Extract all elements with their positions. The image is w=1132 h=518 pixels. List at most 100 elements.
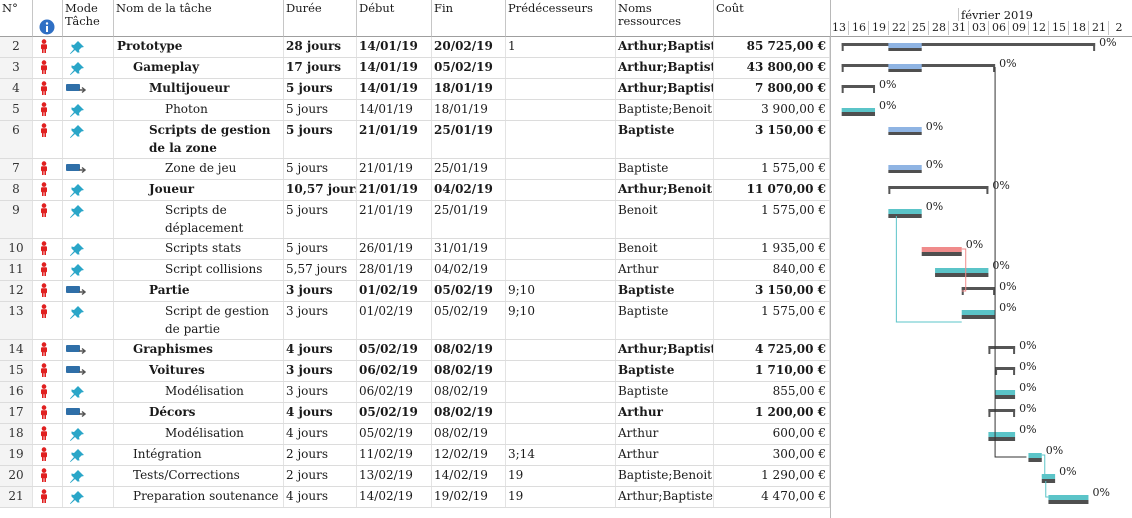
task-name[interactable]: Zone de jeu: [114, 159, 284, 179]
table-row[interactable]: 12 Partie 3 jours 01/02/19 05/02/19 9;10 Bapti…: [0, 281, 830, 302]
task-resources[interactable]: Arthur: [616, 403, 714, 423]
task-name[interactable]: Preparation soutenance: [114, 487, 284, 507]
task-name[interactable]: Script de gestion de partie: [114, 302, 284, 339]
table-row[interactable]: 20 Tests/Corrections 2 jours 13/02/19 14/02/…: [0, 466, 830, 487]
task-end[interactable]: 12/02/19: [432, 445, 506, 465]
task-resources[interactable]: Baptiste: [616, 382, 714, 402]
task-cost[interactable]: 4 725,00 €: [714, 340, 830, 360]
row-number[interactable]: 21: [0, 487, 33, 507]
task-resources[interactable]: Arthur: [616, 260, 714, 280]
task-cost[interactable]: 11 070,00 €: [714, 180, 830, 200]
task-duration[interactable]: 4 jours: [284, 487, 357, 507]
task-end[interactable]: 04/02/19: [432, 260, 506, 280]
task-resources[interactable]: Arthur;Baptiste: [616, 340, 714, 360]
task-end[interactable]: 25/01/19: [432, 121, 506, 158]
task-start[interactable]: 05/02/19: [357, 424, 432, 444]
task-cost[interactable]: 1 710,00 €: [714, 361, 830, 381]
task-duration[interactable]: 5 jours: [284, 121, 357, 158]
task-resources[interactable]: Baptiste: [616, 159, 714, 179]
task-start[interactable]: 14/02/19: [357, 487, 432, 507]
task-end[interactable]: 18/01/19: [432, 100, 506, 120]
task-name[interactable]: Script collisions: [114, 260, 284, 280]
row-number[interactable]: 4: [0, 79, 33, 99]
task-start[interactable]: 14/01/19: [357, 58, 432, 78]
task-cost[interactable]: 4 470,00 €: [714, 487, 830, 507]
task-name[interactable]: Joueur: [114, 180, 284, 200]
row-number[interactable]: 2: [0, 37, 33, 57]
task-duration[interactable]: 28 jours: [284, 37, 357, 57]
task-end[interactable]: 18/01/19: [432, 79, 506, 99]
task-end[interactable]: 05/02/19: [432, 281, 506, 301]
task-name[interactable]: Scripts de gestion de la zone: [114, 121, 284, 158]
row-number[interactable]: 19: [0, 445, 33, 465]
task-end[interactable]: 08/02/19: [432, 361, 506, 381]
task-cost[interactable]: 1 290,00 €: [714, 466, 830, 486]
task-predecessors[interactable]: [506, 201, 616, 238]
task-end[interactable]: 04/02/19: [432, 180, 506, 200]
task-resources[interactable]: Baptiste;Benoit: [616, 466, 714, 486]
task-predecessors[interactable]: [506, 340, 616, 360]
task-name[interactable]: Scripts stats: [114, 239, 284, 259]
task-resources[interactable]: Benoit: [616, 201, 714, 238]
task-start[interactable]: 05/02/19: [357, 340, 432, 360]
col-header-mode[interactable]: Mode Tâche: [63, 0, 114, 37]
task-name[interactable]: Graphismes: [114, 340, 284, 360]
row-number[interactable]: 18: [0, 424, 33, 444]
table-row[interactable]: 6 Scripts de gestion de la zone 5 jours 21/…: [0, 121, 830, 159]
task-duration[interactable]: 5 jours: [284, 239, 357, 259]
table-row[interactable]: 11 Script collisions 5,57 jours 28/01/19 04/…: [0, 260, 830, 281]
col-header-duration[interactable]: Durée: [284, 0, 357, 37]
task-name[interactable]: Modélisation: [114, 382, 284, 402]
task-predecessors[interactable]: [506, 361, 616, 381]
task-start[interactable]: 06/02/19: [357, 361, 432, 381]
row-number[interactable]: 8: [0, 180, 33, 200]
task-duration[interactable]: 4 jours: [284, 403, 357, 423]
row-number[interactable]: 14: [0, 340, 33, 360]
col-header-predecessors[interactable]: Prédécesseurs: [506, 0, 616, 37]
task-end[interactable]: 08/02/19: [432, 424, 506, 444]
task-cost[interactable]: 855,00 €: [714, 382, 830, 402]
row-number[interactable]: 13: [0, 302, 33, 339]
task-resources[interactable]: Arthur;Baptiste: [616, 79, 714, 99]
task-cost[interactable]: 300,00 €: [714, 445, 830, 465]
task-start[interactable]: 21/01/19: [357, 121, 432, 158]
task-predecessors[interactable]: [506, 79, 616, 99]
task-start[interactable]: 06/02/19: [357, 382, 432, 402]
task-name[interactable]: Partie: [114, 281, 284, 301]
task-duration[interactable]: 3 jours: [284, 281, 357, 301]
row-number[interactable]: 16: [0, 382, 33, 402]
task-duration[interactable]: 2 jours: [284, 445, 357, 465]
task-end[interactable]: 08/02/19: [432, 382, 506, 402]
task-resources[interactable]: Arthur;Baptiste: [616, 37, 714, 57]
task-resources[interactable]: Arthur: [616, 445, 714, 465]
task-name[interactable]: Scripts de déplacement: [114, 201, 284, 238]
task-cost[interactable]: 1 935,00 €: [714, 239, 830, 259]
task-end[interactable]: 31/01/19: [432, 239, 506, 259]
task-start[interactable]: 01/02/19: [357, 302, 432, 339]
task-predecessors[interactable]: 9;10: [506, 302, 616, 339]
task-cost[interactable]: 85 725,00 €: [714, 37, 830, 57]
task-name[interactable]: Prototype: [114, 37, 284, 57]
table-row[interactable]: 2 Prototype 28 jours 14/01/19 20/02/19 1 Arthu…: [0, 37, 830, 58]
task-end[interactable]: 14/02/19: [432, 466, 506, 486]
col-header-name[interactable]: Nom de la tâche: [114, 0, 284, 37]
task-resources[interactable]: Baptiste: [616, 281, 714, 301]
task-duration[interactable]: 4 jours: [284, 340, 357, 360]
row-number[interactable]: 11: [0, 260, 33, 280]
task-name[interactable]: Tests/Corrections: [114, 466, 284, 486]
task-cost[interactable]: 600,00 €: [714, 424, 830, 444]
task-predecessors[interactable]: [506, 424, 616, 444]
table-row[interactable]: 5 Photon 5 jours 14/01/19 18/01/19 Baptiste;B…: [0, 100, 830, 121]
col-header-resources[interactable]: Noms ressources: [616, 0, 714, 37]
task-predecessors[interactable]: [506, 121, 616, 158]
task-name[interactable]: Intégration: [114, 445, 284, 465]
task-predecessors[interactable]: [506, 239, 616, 259]
task-cost[interactable]: 3 150,00 €: [714, 281, 830, 301]
task-predecessors[interactable]: [506, 58, 616, 78]
task-cost[interactable]: 43 800,00 €: [714, 58, 830, 78]
task-resources[interactable]: Arthur: [616, 424, 714, 444]
task-end[interactable]: 08/02/19: [432, 403, 506, 423]
task-end[interactable]: 05/02/19: [432, 58, 506, 78]
task-resources[interactable]: Arthur;Baptiste: [616, 58, 714, 78]
task-start[interactable]: 05/02/19: [357, 403, 432, 423]
